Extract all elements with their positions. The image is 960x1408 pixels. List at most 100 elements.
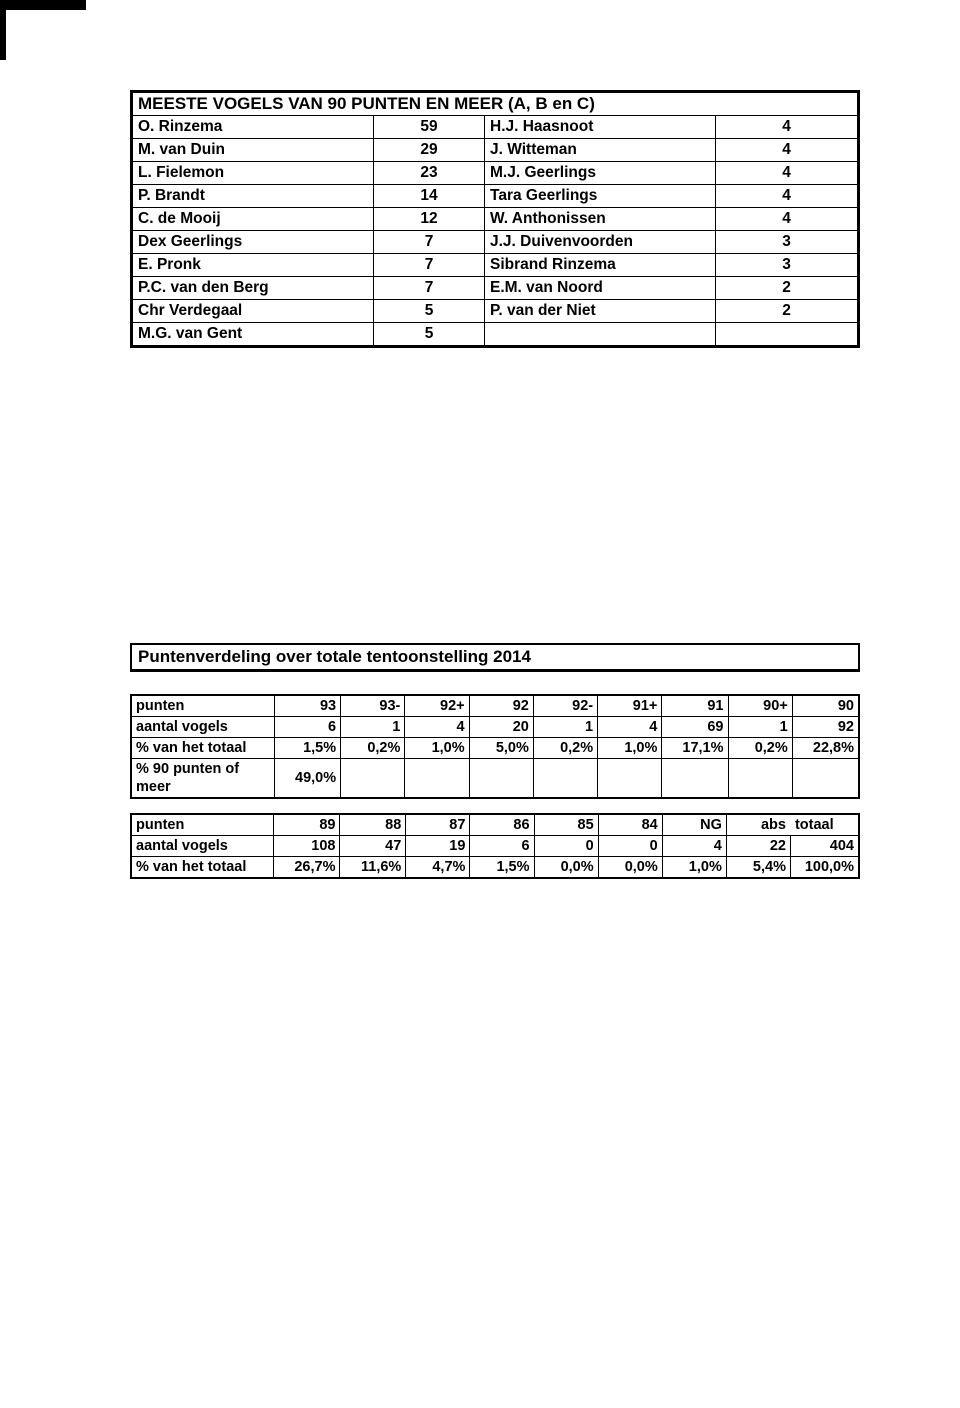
value-cell: 2 xyxy=(716,300,859,323)
value-cell: 1,5% xyxy=(470,857,534,879)
value-cell: 22,8% xyxy=(792,738,859,759)
table-row: O. Rinzema 59 H.J. Haasnoot 4 xyxy=(132,116,859,139)
table-row: punten 89 88 87 86 85 84 NG abs totaal xyxy=(131,814,859,836)
value-cell: 0,2% xyxy=(533,738,597,759)
table-row: % van het totaal 1,5% 0,2% 1,0% 5,0% 0,2… xyxy=(131,738,859,759)
value-cell: 92 xyxy=(469,695,533,717)
value-cell xyxy=(533,759,597,799)
table-row: punten 93 93- 92+ 92 92- 91+ 91 90+ 90 xyxy=(131,695,859,717)
name-cell: Dex Geerlings xyxy=(132,231,374,254)
row-label: punten xyxy=(131,695,275,717)
value-cell xyxy=(662,759,728,799)
value-cell: 1,0% xyxy=(662,857,726,879)
value-cell: 4 xyxy=(716,162,859,185)
row-label: punten xyxy=(131,814,274,836)
name-cell: L. Fielemon xyxy=(132,162,374,185)
name-cell: J. Witteman xyxy=(485,139,716,162)
value-cell: 49,0% xyxy=(275,759,341,799)
table-row: % 90 punten of meer 49,0% xyxy=(131,759,859,799)
value-cell: 1 xyxy=(533,717,597,738)
name-cell: J.J. Duivenvoorden xyxy=(485,231,716,254)
value-cell: 100,0% xyxy=(790,857,859,879)
value-cell: 1,5% xyxy=(275,738,341,759)
value-cell: 92 xyxy=(792,717,859,738)
value-cell: 19 xyxy=(406,836,470,857)
value-cell: 0 xyxy=(534,836,598,857)
table-row: L. Fielemon 23 M.J. Geerlings 4 xyxy=(132,162,859,185)
table1-title: MEESTE VOGELS VAN 90 PUNTEN EN MEER (A, … xyxy=(132,92,859,116)
value-cell: 108 xyxy=(274,836,340,857)
name-cell: P.C. van den Berg xyxy=(132,277,374,300)
value-cell: 22 xyxy=(726,836,790,857)
section2-title: Puntenverdeling over totale tentoonstell… xyxy=(130,643,860,672)
table-row: P. Brandt 14 Tara Geerlings 4 xyxy=(132,185,859,208)
value-cell: 3 xyxy=(716,231,859,254)
name-cell: C. de Mooij xyxy=(132,208,374,231)
name-cell: W. Anthonissen xyxy=(485,208,716,231)
value-cell: 4 xyxy=(662,836,726,857)
table-row: % van het totaal 26,7% 11,6% 4,7% 1,5% 0… xyxy=(131,857,859,879)
row-label: aantal vogels xyxy=(131,717,275,738)
value-cell: 7 xyxy=(374,254,485,277)
section-puntenverdeling: Puntenverdeling over totale tentoonstell… xyxy=(130,643,860,879)
value-cell: 5 xyxy=(374,323,485,347)
table-most-birds-90plus: MEESTE VOGELS VAN 90 PUNTEN EN MEER (A, … xyxy=(130,90,860,348)
value-cell xyxy=(341,759,405,799)
value-cell: 1,0% xyxy=(405,738,469,759)
value-cell: 86 xyxy=(470,814,534,836)
value-cell: 0,0% xyxy=(534,857,598,879)
name-cell: M. van Duin xyxy=(132,139,374,162)
value-cell: 90+ xyxy=(728,695,792,717)
name-cell: O. Rinzema xyxy=(132,116,374,139)
value-cell: 92- xyxy=(533,695,597,717)
value-cell: 26,7% xyxy=(274,857,340,879)
value-cell: NG xyxy=(662,814,726,836)
name-cell: E.M. van Noord xyxy=(485,277,716,300)
value-cell xyxy=(792,759,859,799)
value-cell: 11,6% xyxy=(340,857,406,879)
value-cell: 4 xyxy=(405,717,469,738)
table-row: aantal vogels 6 1 4 20 1 4 69 1 92 xyxy=(131,717,859,738)
value-cell: 7 xyxy=(374,231,485,254)
value-cell: 4 xyxy=(716,116,859,139)
name-cell: P. Brandt xyxy=(132,185,374,208)
value-cell xyxy=(716,323,859,347)
table-row: P.C. van den Berg 7 E.M. van Noord 2 xyxy=(132,277,859,300)
value-cell: 404 xyxy=(790,836,859,857)
value-cell: 4 xyxy=(716,208,859,231)
row-label: % 90 punten of meer xyxy=(131,759,275,799)
value-cell: 0,0% xyxy=(598,857,662,879)
value-cell: 88 xyxy=(340,814,406,836)
value-cell: 12 xyxy=(374,208,485,231)
name-cell: H.J. Haasnoot xyxy=(485,116,716,139)
value-cell: 90 xyxy=(792,695,859,717)
value-cell: 59 xyxy=(374,116,485,139)
value-cell: 29 xyxy=(374,139,485,162)
value-cell: totaal xyxy=(790,814,859,836)
value-cell xyxy=(598,759,662,799)
table-row: aantal vogels 108 47 19 6 0 0 4 22 404 xyxy=(131,836,859,857)
row-label: % van het totaal xyxy=(131,857,274,879)
value-cell: 47 xyxy=(340,836,406,857)
value-cell: 91+ xyxy=(598,695,662,717)
value-cell: 85 xyxy=(534,814,598,836)
name-cell: Chr Verdegaal xyxy=(132,300,374,323)
name-cell: E. Pronk xyxy=(132,254,374,277)
name-cell: P. van der Niet xyxy=(485,300,716,323)
table-row: E. Pronk 7 Sibrand Rinzema 3 xyxy=(132,254,859,277)
value-cell: 6 xyxy=(275,717,341,738)
value-cell: 2 xyxy=(716,277,859,300)
value-cell: 93 xyxy=(275,695,341,717)
value-cell: 1 xyxy=(341,717,405,738)
value-cell: 4 xyxy=(598,717,662,738)
value-cell: 17,1% xyxy=(662,738,728,759)
name-cell xyxy=(485,323,716,347)
page-corner-mark xyxy=(0,0,86,60)
value-cell: 92+ xyxy=(405,695,469,717)
table-row: C. de Mooij 12 W. Anthonissen 4 xyxy=(132,208,859,231)
name-cell: Sibrand Rinzema xyxy=(485,254,716,277)
value-cell: 84 xyxy=(598,814,662,836)
value-cell: 4 xyxy=(716,185,859,208)
table-row: Dex Geerlings 7 J.J. Duivenvoorden 3 xyxy=(132,231,859,254)
table-points-distribution-lower: punten 89 88 87 86 85 84 NG abs totaal a… xyxy=(130,813,860,879)
